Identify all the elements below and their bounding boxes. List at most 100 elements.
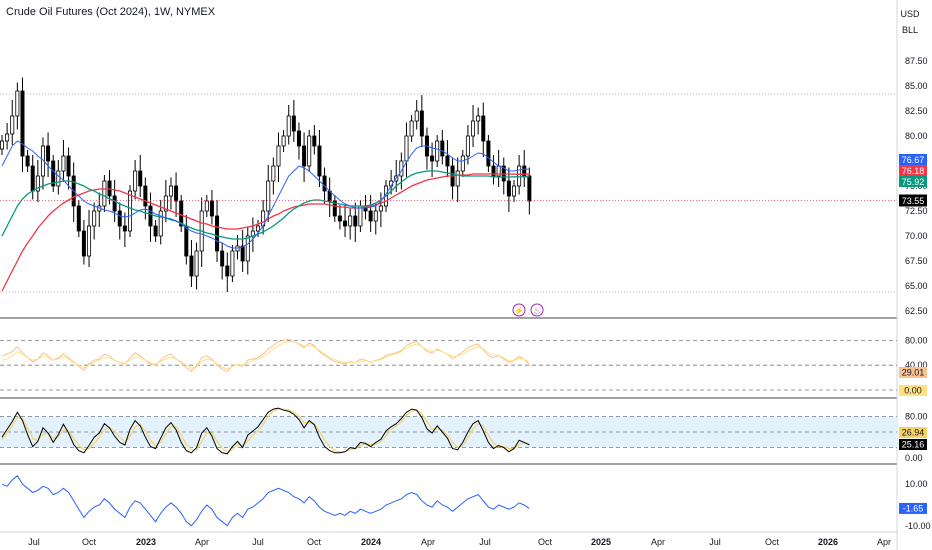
candle-body[interactable] <box>138 170 143 187</box>
candle-body[interactable] <box>465 135 470 157</box>
candle-body[interactable] <box>117 210 122 227</box>
candle-body[interactable] <box>312 135 317 147</box>
candle-body[interactable] <box>127 190 132 232</box>
candle-body[interactable] <box>76 205 81 232</box>
candle-body[interactable] <box>10 115 15 135</box>
candle-body[interactable] <box>409 120 414 137</box>
time-axis-tick: Jul <box>252 537 264 547</box>
candle-body[interactable] <box>46 145 51 162</box>
currency-label[interactable]: USD <box>900 9 920 19</box>
candle-body[interactable] <box>455 170 460 187</box>
candle-body[interactable] <box>460 155 465 172</box>
candle-body[interactable] <box>194 250 199 277</box>
dividend-icon[interactable] <box>530 303 544 317</box>
candle-body[interactable] <box>225 265 230 277</box>
candle-body[interactable] <box>5 133 10 142</box>
candle-body[interactable] <box>302 145 307 167</box>
candle-body[interactable] <box>168 185 173 197</box>
candle-body[interactable] <box>174 185 179 202</box>
candle-body[interactable] <box>204 200 209 212</box>
candle-body[interactable] <box>527 175 532 202</box>
candle-body[interactable] <box>51 160 56 187</box>
candle-body[interactable] <box>122 225 127 232</box>
candle-body[interactable] <box>153 225 158 237</box>
unit-label[interactable]: BLL <box>901 25 918 35</box>
candle-body[interactable] <box>281 135 286 147</box>
candle-body[interactable] <box>491 165 496 177</box>
candle-body[interactable] <box>332 200 337 217</box>
candle-body[interactable] <box>358 205 363 227</box>
candle-body[interactable] <box>430 155 435 162</box>
candle-body[interactable] <box>296 130 301 147</box>
candle-body[interactable] <box>133 170 138 192</box>
candle-body[interactable] <box>230 250 235 277</box>
candle-body[interactable] <box>102 180 107 207</box>
candle-body[interactable] <box>414 110 419 122</box>
candle-body[interactable] <box>112 195 117 212</box>
candle-body[interactable] <box>0 140 4 150</box>
candle-body[interactable] <box>143 185 148 207</box>
candle-body[interactable] <box>419 110 424 137</box>
candle-body[interactable] <box>189 255 194 277</box>
candle-body[interactable] <box>276 145 281 167</box>
candle-body[interactable] <box>220 250 225 267</box>
osc-axis-tick: 10.00 <box>905 479 928 489</box>
lightning-icon[interactable] <box>512 303 526 317</box>
candle-body[interactable] <box>163 195 168 212</box>
candle-body[interactable] <box>40 145 45 177</box>
candle-body[interactable] <box>255 225 260 232</box>
candle-body[interactable] <box>179 200 184 227</box>
candle-body[interactable] <box>440 140 445 157</box>
candle-body[interactable] <box>307 135 312 167</box>
candle-body[interactable] <box>245 235 250 262</box>
candle-body[interactable] <box>506 180 511 197</box>
candle-body[interactable] <box>56 170 61 187</box>
candle-body[interactable] <box>240 245 245 262</box>
candle-body[interactable] <box>66 155 71 177</box>
candle-body[interactable] <box>30 165 35 192</box>
candle-body[interactable] <box>337 215 342 222</box>
candle-body[interactable] <box>148 205 153 227</box>
candle-body[interactable] <box>184 225 189 257</box>
candle-body[interactable] <box>373 210 378 222</box>
candle-body[interactable] <box>404 135 409 162</box>
candle-body[interactable] <box>15 90 20 117</box>
candle-body[interactable] <box>353 215 358 227</box>
price-axis-tick: 85.00 <box>905 81 928 91</box>
candle-body[interactable] <box>435 140 440 162</box>
candle-body[interactable] <box>61 155 66 172</box>
candle-body[interactable] <box>317 145 322 177</box>
stoch-axis-tick: 0.00 <box>905 453 923 463</box>
candle-body[interactable] <box>522 165 527 177</box>
candle-body[interactable] <box>209 200 214 217</box>
candle-body[interactable] <box>481 115 486 142</box>
candle-body[interactable] <box>348 215 353 227</box>
candle-body[interactable] <box>378 205 383 212</box>
candle-body[interactable] <box>291 115 296 132</box>
lightning-icon: ⚡ <box>514 306 524 316</box>
candle-body[interactable] <box>343 220 348 227</box>
candle-body[interactable] <box>266 180 271 212</box>
candle-body[interactable] <box>35 175 40 192</box>
stoch-k-line <box>1 407 530 455</box>
candle-body[interactable] <box>486 140 491 167</box>
candle-body[interactable] <box>25 155 30 167</box>
candle-body[interactable] <box>158 210 163 237</box>
candle-body[interactable] <box>512 185 517 197</box>
candle-body[interactable] <box>215 215 220 252</box>
candle-body[interactable] <box>87 225 92 257</box>
candle-body[interactable] <box>476 115 481 122</box>
candle-body[interactable] <box>92 210 97 227</box>
candle-body[interactable] <box>517 165 522 187</box>
candle-body[interactable] <box>471 120 476 137</box>
candle-body[interactable] <box>20 90 25 157</box>
candle-body[interactable] <box>286 115 291 137</box>
candle-body[interactable] <box>368 210 373 222</box>
candle-body[interactable] <box>271 165 276 182</box>
time-axis-tick: Oct <box>82 537 97 547</box>
candle-body[interactable] <box>322 175 327 192</box>
candle-body[interactable] <box>445 155 450 167</box>
candle-body[interactable] <box>81 230 86 257</box>
